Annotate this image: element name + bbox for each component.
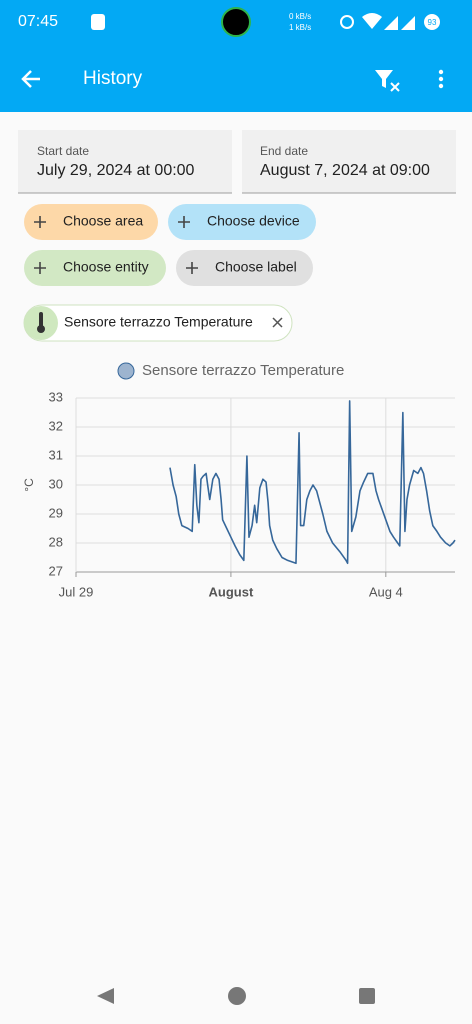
field-label: Start date xyxy=(37,144,89,158)
field-value: August 7, 2024 at 09:00 xyxy=(260,162,430,179)
history-chart: Sensore terrazzo Temperature 27 28 29 30 31 32… xyxy=(22,362,456,599)
chip-label: Choose area xyxy=(63,213,143,229)
filter-chip[interactable] xyxy=(168,204,316,240)
chip-label: Choose label xyxy=(215,259,297,275)
y-axis-label: °C xyxy=(22,478,36,492)
y-tick-label: 30 xyxy=(49,476,63,491)
status-icon xyxy=(91,14,105,30)
y-tick-label: 31 xyxy=(49,447,63,462)
battery-level: 93 xyxy=(428,18,437,27)
field-label: End date xyxy=(260,144,308,158)
plus-icon xyxy=(34,216,46,228)
end-date-field[interactable] xyxy=(242,130,456,193)
x-tick-label: August xyxy=(209,584,254,599)
battery-icon xyxy=(424,14,440,30)
status-time: 07:45 xyxy=(18,13,58,30)
menu-button[interactable] xyxy=(438,69,444,89)
filter-chip[interactable] xyxy=(24,250,166,286)
data-line xyxy=(169,400,456,565)
clear-filter-button[interactable] xyxy=(375,70,393,88)
plus-icon xyxy=(34,262,46,274)
y-tick-label: 33 xyxy=(49,389,63,404)
y-tick-label: 27 xyxy=(49,563,63,578)
camera-cutout xyxy=(221,7,251,37)
filter-chip[interactable] xyxy=(176,250,313,286)
net-speed: 1 kB/s xyxy=(289,23,311,32)
alarm-icon xyxy=(340,15,354,29)
chip-label: Choose entity xyxy=(63,259,149,275)
signal-icon xyxy=(401,16,415,30)
signal-icon xyxy=(384,16,398,30)
field-value: July 29, 2024 at 00:00 xyxy=(37,162,195,179)
clear-filter-x xyxy=(390,82,400,92)
back-button[interactable] xyxy=(21,70,40,88)
legend-swatch xyxy=(117,362,135,380)
x-tick-label: Aug 4 xyxy=(369,584,403,599)
nav-back[interactable] xyxy=(97,988,114,1004)
thermometer-bulb xyxy=(37,325,45,333)
remove-entity-button[interactable] xyxy=(272,317,283,328)
nav-recents[interactable] xyxy=(359,988,375,1004)
filter-chip[interactable] xyxy=(24,204,158,240)
app-title: History xyxy=(83,68,143,89)
y-tick-label: 29 xyxy=(49,505,63,520)
chip-label: Choose device xyxy=(207,213,300,229)
wifi-icon xyxy=(362,13,382,29)
y-tick-label: 32 xyxy=(49,418,63,433)
start-date-field[interactable] xyxy=(18,130,232,193)
chip-label: Sensore terrazzo Temperature xyxy=(64,314,253,330)
nav-home[interactable] xyxy=(228,987,246,1005)
plus-icon xyxy=(186,262,198,274)
net-speed: 0 kB/s xyxy=(289,12,311,21)
plus-icon xyxy=(178,216,190,228)
x-tick-label: Jul 29 xyxy=(59,584,94,599)
legend-label: Sensore terrazzo Temperature xyxy=(142,362,344,379)
y-tick-label: 28 xyxy=(49,534,63,549)
